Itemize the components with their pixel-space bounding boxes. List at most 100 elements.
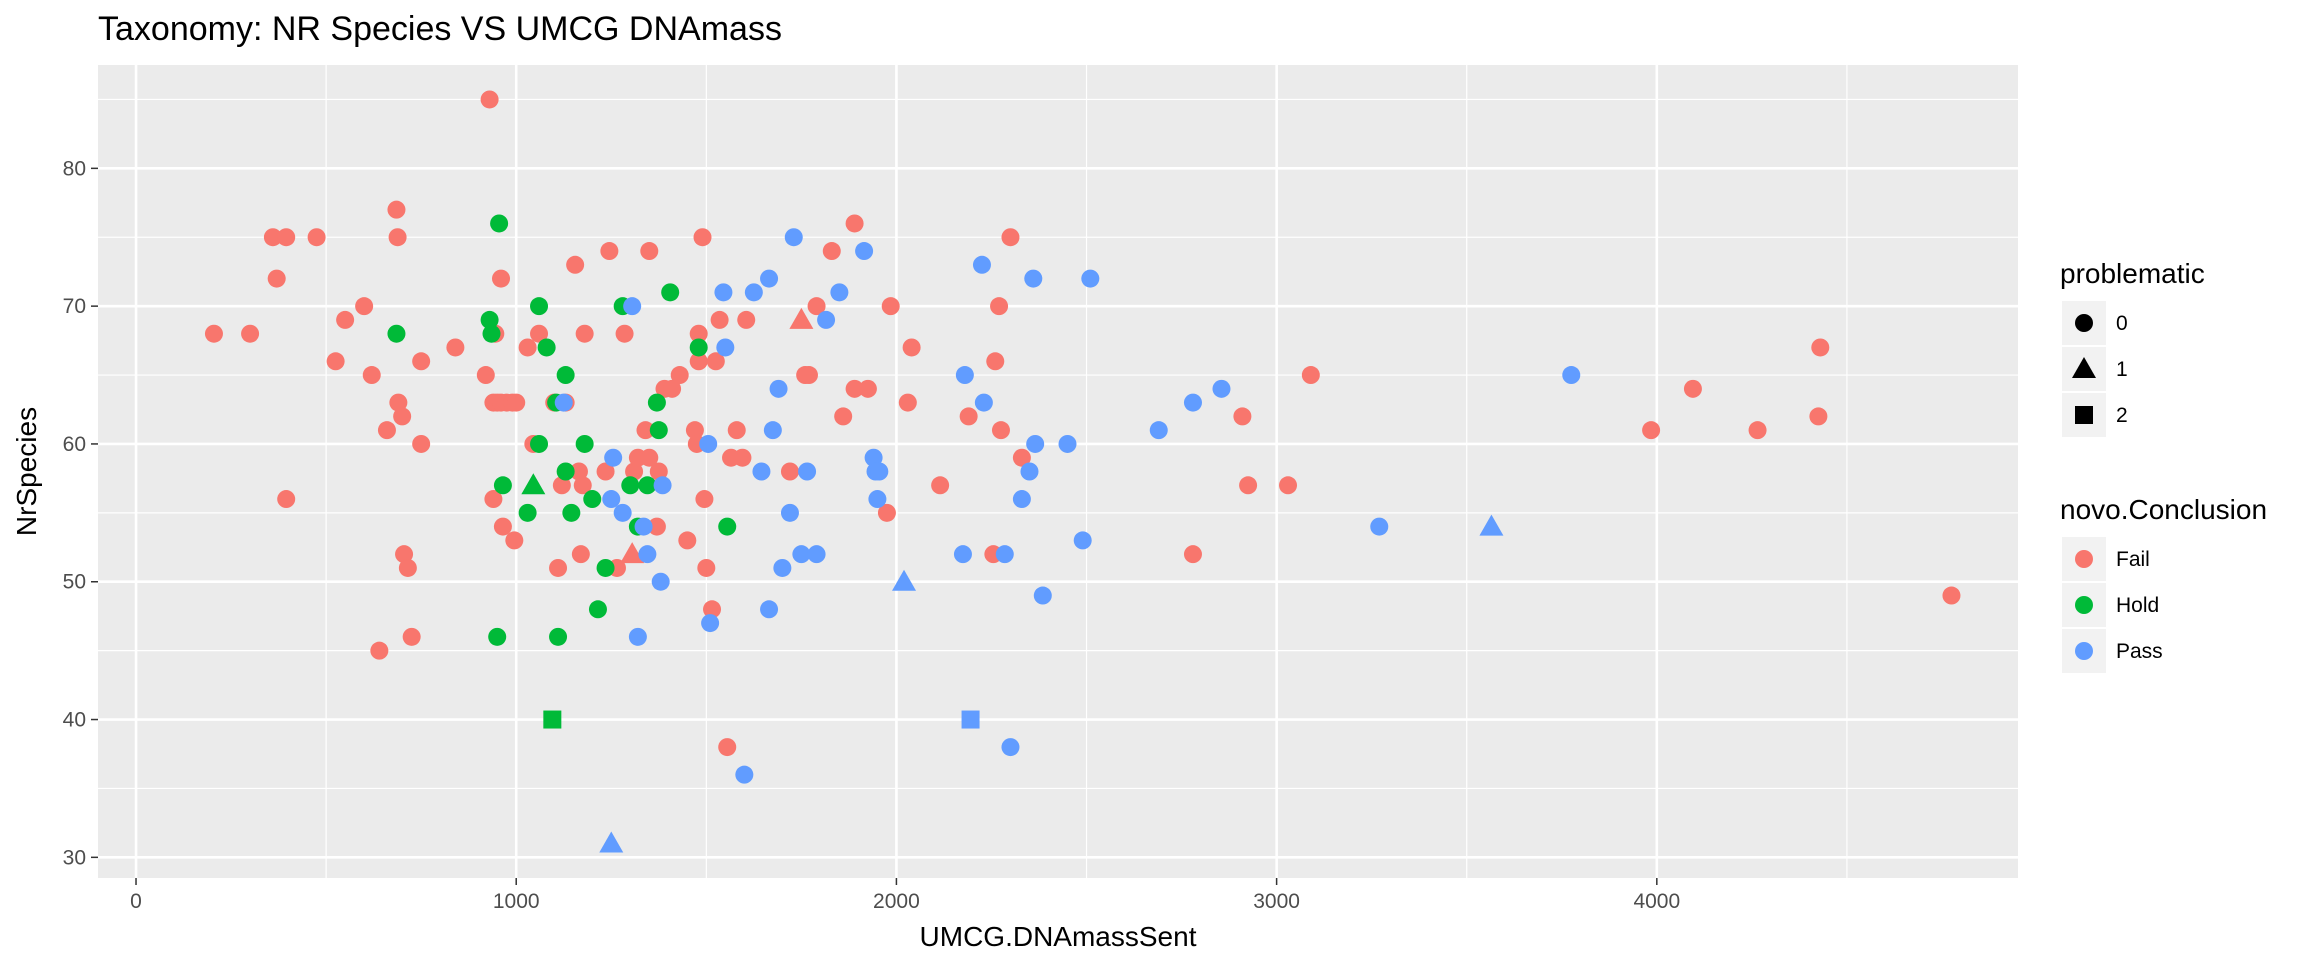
data-point-fail <box>898 393 917 412</box>
data-point-hold <box>521 473 546 495</box>
data-point-fail <box>596 462 615 481</box>
data-point-pass <box>1562 366 1581 385</box>
legend-title: novo.Conclusion <box>2060 494 2267 525</box>
data-point-pass <box>628 627 647 646</box>
data-point-fail <box>845 214 864 233</box>
data-point-fail <box>267 269 286 288</box>
data-point-fail <box>518 338 537 357</box>
data-point-fail <box>858 379 877 398</box>
data-point-fail <box>370 641 389 660</box>
data-point-fail <box>710 310 729 329</box>
data-point-fail <box>1012 448 1031 467</box>
data-point-fail <box>780 462 799 481</box>
data-point-pass <box>792 545 811 564</box>
data-point-hold <box>488 627 507 646</box>
legend-label: Fail <box>2116 548 2150 571</box>
data-point-fail <box>625 462 644 481</box>
data-point-fail <box>1811 338 1830 357</box>
data-point-hold <box>518 503 537 522</box>
data-point-pass <box>961 710 980 729</box>
data-point-pass <box>830 283 849 302</box>
data-point-pass <box>1370 517 1389 536</box>
data-point-fail <box>799 366 818 385</box>
legend-symbol <box>2075 642 2093 660</box>
data-point-fail <box>241 324 260 343</box>
plot-panel <box>98 65 2018 878</box>
data-point-pass <box>769 379 788 398</box>
data-point-fail <box>678 531 697 550</box>
data-point-fail <box>412 352 431 371</box>
data-points <box>204 90 1961 853</box>
data-point-hold <box>556 462 575 481</box>
data-point-pass <box>699 434 718 453</box>
data-point-fail <box>389 393 408 412</box>
data-point-pass <box>868 490 887 509</box>
data-point-fail <box>575 324 594 343</box>
data-point-hold <box>689 338 708 357</box>
data-point-fail <box>571 545 590 564</box>
axes: 0 1000 2000 3000 4000 30 40 50 60 70 80 <box>63 157 1681 913</box>
x-tick-label: 4000 <box>1633 890 1680 913</box>
data-point-pass <box>955 366 974 385</box>
data-point-pass <box>953 545 972 564</box>
legend-symbol <box>2075 406 2093 424</box>
y-tick-label: 40 <box>63 709 86 732</box>
legend-symbol <box>2075 550 2093 568</box>
data-point-fail <box>377 421 396 440</box>
data-point-fail <box>530 324 549 343</box>
data-point-fail <box>733 448 752 467</box>
data-point-fail <box>362 366 381 385</box>
data-point-fail <box>990 297 1009 316</box>
data-point-pass <box>995 545 1014 564</box>
data-point-fail <box>649 462 668 481</box>
data-point-fail <box>549 558 568 577</box>
data-point-fail <box>402 627 421 646</box>
data-point-pass <box>974 393 993 412</box>
data-point-hold <box>556 366 575 385</box>
data-point-fail <box>807 297 826 316</box>
data-point-fail <box>1748 421 1767 440</box>
data-point-hold <box>621 476 640 495</box>
data-point-hold <box>575 434 594 453</box>
legend-title: problematic <box>2060 258 2205 289</box>
data-point-pass <box>651 572 670 591</box>
data-point-fail <box>877 503 896 522</box>
data-point-fail <box>706 352 725 371</box>
data-point-fail <box>1642 421 1661 440</box>
data-point-fail <box>1233 407 1252 426</box>
data-point-hold <box>649 421 668 440</box>
data-point-fail <box>703 600 722 619</box>
data-point-pass <box>773 558 792 577</box>
data-point-hold <box>549 627 568 646</box>
data-point-fail <box>600 242 619 261</box>
data-point-fail <box>615 324 634 343</box>
data-point-fail <box>277 228 296 247</box>
data-point-fail <box>789 307 814 329</box>
data-point-fail <box>931 476 950 495</box>
data-point-hold <box>562 503 581 522</box>
data-point-fail <box>204 324 223 343</box>
data-point-fail <box>476 366 495 385</box>
data-point-fail <box>446 338 465 357</box>
data-point-fail <box>647 517 666 536</box>
gridlines <box>98 65 2018 878</box>
data-point-fail <box>986 352 1005 371</box>
data-point-fail <box>1279 476 1298 495</box>
data-point-fail <box>1809 407 1828 426</box>
data-point-hold <box>596 558 615 577</box>
legends: problematic 0 1 2 novo.Conclusion Fail Hold Pas… <box>2060 258 2267 673</box>
data-point-fail <box>307 228 326 247</box>
data-point-fail <box>727 421 746 440</box>
data-point-hold <box>588 600 607 619</box>
data-point-fail <box>484 490 503 509</box>
data-point-fail <box>480 90 499 109</box>
data-point-hold <box>543 710 562 729</box>
data-point-pass <box>1033 586 1052 605</box>
data-point-pass <box>735 765 754 784</box>
data-point-pass <box>634 517 653 536</box>
legend-label: Hold <box>2116 594 2159 617</box>
data-point-pass <box>760 269 779 288</box>
y-tick-label: 70 <box>63 295 86 318</box>
data-point-pass <box>1212 379 1231 398</box>
legend-symbol <box>2075 596 2093 614</box>
